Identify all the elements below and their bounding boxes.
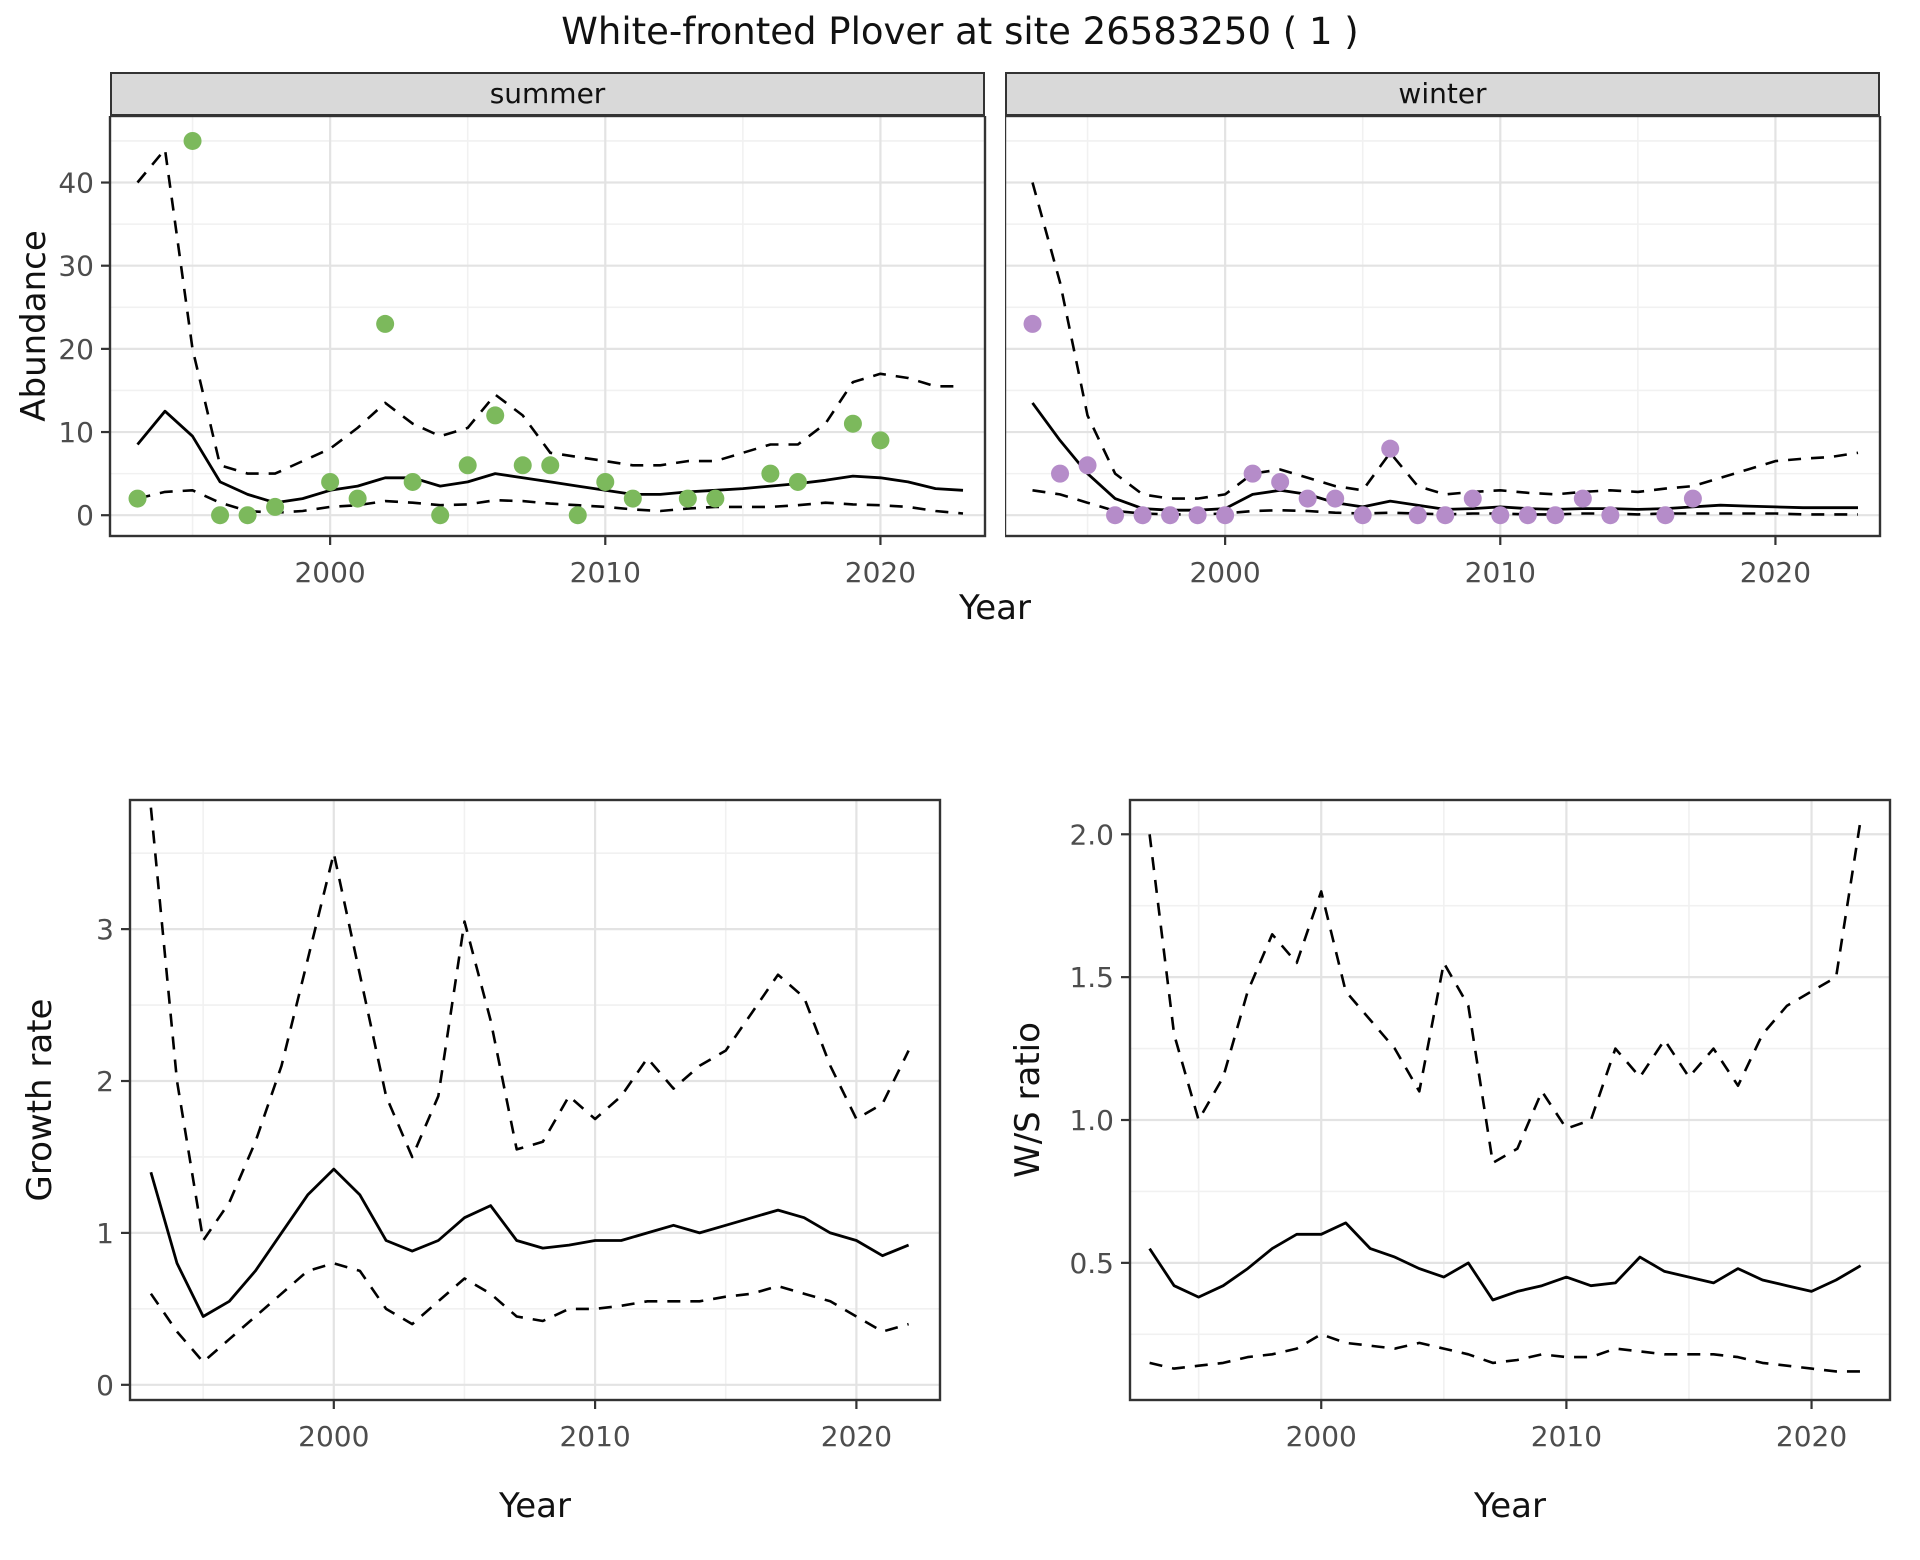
svg-text:2020: 2020 [1740,556,1811,589]
svg-text:2010: 2010 [1465,556,1536,589]
summer-abundance-chart: 2000 2010 2020 0 10 20 30 40 [58,116,987,589]
svg-text:2.0: 2.0 [1069,818,1114,851]
facet-strip-winter: winter [1005,72,1880,116]
facet-strip-summer: summer [110,72,985,116]
svg-text:2010: 2010 [559,1420,630,1453]
svg-text:1: 1 [96,1217,114,1250]
svg-text:3: 3 [96,913,114,946]
growth-year-axis-label: Year [499,1486,571,1526]
svg-text:0: 0 [76,499,94,532]
svg-text:0.5: 0.5 [1069,1247,1114,1280]
svg-text:2000: 2000 [298,1420,369,1453]
svg-text:0: 0 [96,1369,114,1402]
svg-text:2000: 2000 [1286,1420,1357,1453]
svg-text:10: 10 [58,416,94,449]
svg-text:2010: 2010 [1531,1420,1602,1453]
top-year-axis-label: Year [959,588,1031,628]
svg-text:2020: 2020 [845,556,916,589]
svg-text:2: 2 [96,1065,114,1098]
svg-text:20: 20 [58,333,94,366]
svg-text:30: 30 [58,250,94,283]
svg-text:1.0: 1.0 [1069,1104,1114,1137]
svg-text:2020: 2020 [821,1420,892,1453]
svg-text:2000: 2000 [1189,556,1260,589]
winter-abundance-chart: 2000 2010 2020 [1005,116,1882,589]
svg-text:40: 40 [58,167,94,200]
svg-text:2000: 2000 [294,556,365,589]
svg-text:2010: 2010 [570,556,641,589]
svg-text:2020: 2020 [1776,1420,1847,1453]
growth-rate-chart: 2000 2010 2020 0 1 2 3 [96,798,942,1453]
ws-ratio-chart: 2000 2010 2020 0.5 1.0 1.5 2.0 [1069,798,1892,1453]
svg-text:1.5: 1.5 [1069,961,1114,994]
ws-year-axis-label: Year [1474,1486,1546,1526]
figure-title: White-fronted Plover at site 26583250 ( … [561,10,1359,53]
